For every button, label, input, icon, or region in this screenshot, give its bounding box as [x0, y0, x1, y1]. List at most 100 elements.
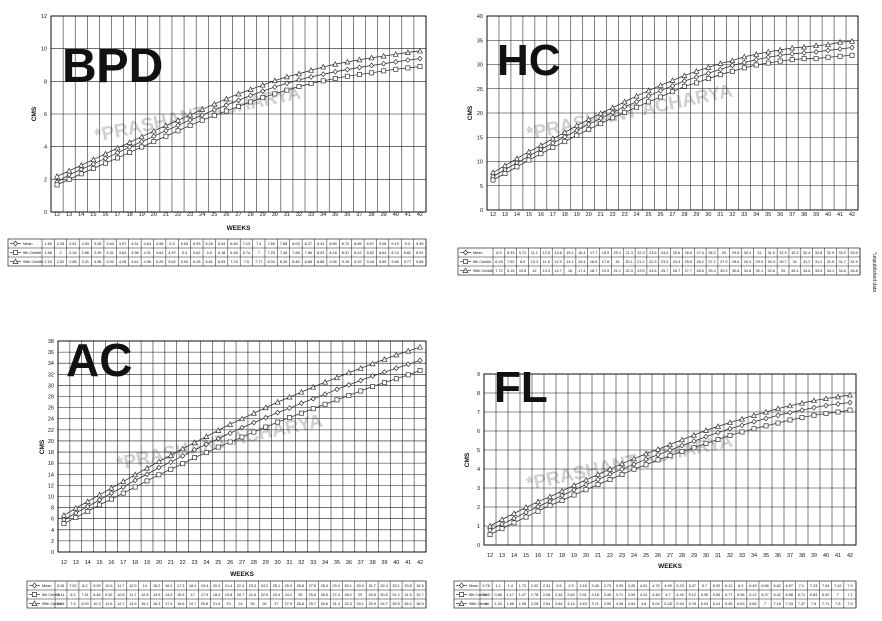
- data-point: [607, 465, 613, 472]
- ac-chart-panel: *PRASHANT ACHARYA02468101214161820222426…: [26, 334, 427, 609]
- data-point: [765, 48, 772, 55]
- data-point: [741, 53, 748, 60]
- data-point: [296, 76, 302, 83]
- x-tick-label: 22: [607, 553, 613, 559]
- data-point: [823, 402, 829, 409]
- table-cell: 29.8: [732, 251, 739, 255]
- data-point: [571, 482, 577, 488]
- table-cell: 4.64: [156, 251, 163, 255]
- data-point: [703, 427, 709, 433]
- table-cell: 8.74: [391, 251, 398, 255]
- table-cell: 34.5: [416, 584, 423, 588]
- table-row-label: Mean: [473, 251, 483, 255]
- data-point: [823, 395, 829, 401]
- table-cell: 6.12: [749, 593, 756, 597]
- table-row-label: 95th Centile: [42, 602, 62, 606]
- table-cell: 5.78: [689, 602, 696, 606]
- table-cell: 1: [485, 602, 487, 606]
- table-cell: 7.23: [267, 251, 274, 255]
- table-cell: 15.2: [153, 584, 160, 588]
- data-point: [332, 75, 338, 81]
- x-tick-label: 26: [657, 212, 663, 218]
- data-point: [549, 135, 556, 142]
- table-cell: 7: [837, 593, 839, 597]
- x-tick-label: 21: [598, 212, 604, 218]
- legend-marker: [12, 258, 19, 264]
- x-tick-label: 35: [332, 212, 338, 218]
- data-point: [368, 54, 375, 61]
- table-cell: 7.23: [230, 260, 237, 264]
- data-point: [705, 76, 711, 82]
- data-point: [511, 510, 517, 516]
- data-point: [847, 407, 853, 413]
- table-cell: 4.7: [665, 593, 670, 597]
- x-tick-label: 33: [310, 560, 316, 566]
- data-point: [667, 441, 673, 448]
- x-tick-label: 16: [538, 212, 544, 218]
- data-point: [679, 442, 685, 449]
- data-point: [775, 405, 781, 412]
- data-point: [499, 526, 505, 532]
- table-cell: 4.31: [131, 242, 138, 246]
- fl-series-triangle: [487, 391, 853, 529]
- data-point: [381, 369, 388, 376]
- table-cell: 3.98: [131, 251, 138, 255]
- table-cell: 7.65: [267, 242, 274, 246]
- table-cell: 6.58: [786, 593, 793, 597]
- x-tick-label: 34: [753, 212, 759, 218]
- data-point: [260, 95, 266, 101]
- data-point: [346, 381, 352, 388]
- data-point: [310, 406, 316, 412]
- x-tick-label: 15: [526, 212, 532, 218]
- y-tick-label: 2: [44, 177, 47, 183]
- x-tick-label: 23: [619, 553, 625, 559]
- table-cell: 8.88: [317, 260, 324, 264]
- table-cell: 31.2: [803, 260, 810, 264]
- data-point: [405, 57, 411, 64]
- table-cell: 7.52: [507, 260, 514, 264]
- table-cell: 4.96: [144, 260, 151, 264]
- table-cell: 6.46: [230, 251, 237, 255]
- x-tick-label: 39: [813, 212, 819, 218]
- table-cell: 15.1: [141, 602, 148, 606]
- fl-chart-title: FL: [494, 363, 548, 412]
- hc-series-diamond: [490, 44, 855, 180]
- data-point: [705, 64, 712, 70]
- y-tick-label: 4: [44, 145, 47, 151]
- table-cell: 5.54: [676, 602, 683, 606]
- table-cell: 25.8: [309, 593, 316, 597]
- data-point: [287, 415, 292, 421]
- table-cell: 7.34: [822, 584, 829, 588]
- table-cell: 4.98: [156, 242, 163, 246]
- table-cell: 8.31: [342, 251, 349, 255]
- table-cell: 17.9: [201, 593, 208, 597]
- legend-marker: [12, 240, 19, 247]
- y-tick-label: 9: [477, 372, 480, 378]
- data-point: [203, 450, 209, 456]
- table-cell: 6.63: [737, 602, 744, 606]
- data-point: [607, 471, 613, 478]
- table-cell: 26.2: [696, 260, 703, 264]
- data-point: [645, 93, 652, 99]
- table-cell: 8.43: [317, 242, 324, 246]
- table-cell: 6.66: [761, 584, 768, 588]
- x-tick-label: 20: [156, 560, 162, 566]
- data-point: [187, 122, 193, 128]
- data-point: [657, 87, 664, 94]
- x-axis-label: WEEKS: [230, 571, 255, 578]
- data-point: [753, 62, 759, 68]
- table-cell: 24.4: [673, 260, 680, 264]
- data-point: [97, 502, 102, 508]
- table-cell: 29: [358, 593, 362, 597]
- table-cell: 33: [781, 269, 785, 273]
- table-cell: 21.2: [637, 260, 644, 264]
- table-cell: 4.99: [664, 584, 671, 588]
- data-point: [535, 508, 541, 514]
- table-cell: 8.33: [507, 251, 514, 255]
- table-cell: 20.4: [213, 584, 220, 588]
- data-point: [102, 155, 109, 162]
- hc-plot-frame: [486, 15, 859, 211]
- data-point: [239, 434, 245, 440]
- table-cell: 6.18: [495, 260, 502, 264]
- data-point: [114, 149, 121, 156]
